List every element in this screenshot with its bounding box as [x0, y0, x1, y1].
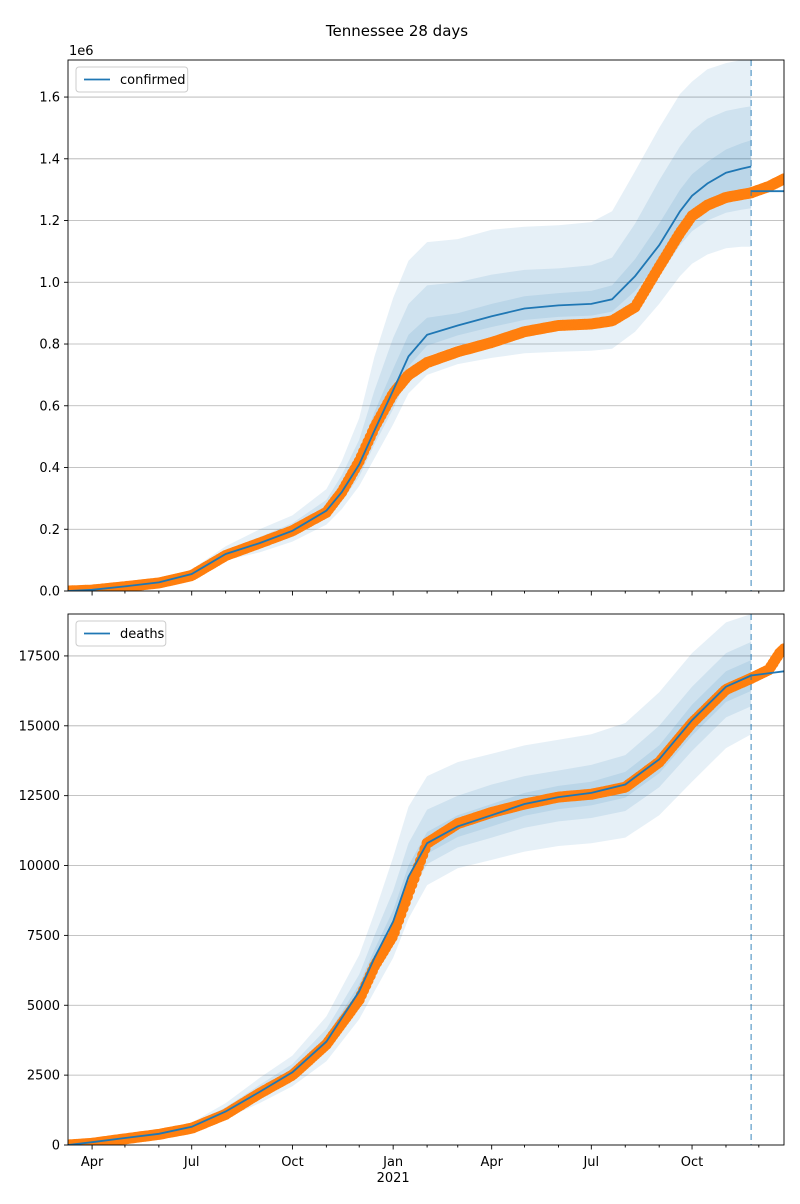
- confirmed-axes-frame: [67, 59, 785, 592]
- confirmed-ytick-label: 0.6: [39, 399, 60, 414]
- confirmed-uncertainty-band-1: [68, 60, 752, 591]
- deaths-ytick-label: 15000: [19, 719, 60, 734]
- confirmed-offset-label: 1e6: [69, 44, 94, 59]
- confirmed-ytick-label: 0.4: [39, 461, 60, 476]
- deaths-ytick-label: 12500: [19, 789, 60, 804]
- deaths-model-line: [68, 674, 752, 1145]
- confirmed-legend-box: [75, 66, 189, 93]
- confirmed-ytick-label: 1.4: [39, 152, 60, 167]
- deaths-xtick-label: Jan: [382, 1155, 403, 1170]
- confirmed-ytick-label: 0.0: [39, 585, 60, 600]
- confirmed-ytick-label: 0.2: [39, 523, 60, 538]
- deaths-ytick-label: 5000: [27, 999, 60, 1014]
- deaths-observed-points: [68, 643, 784, 1145]
- deaths-xtick-label: Jul: [183, 1155, 200, 1170]
- deaths-xtick-label: Oct: [681, 1155, 703, 1170]
- confirmed-legend: confirmed: [75, 66, 189, 93]
- deaths-xtick-label: Oct: [281, 1155, 303, 1170]
- confirmed-ytick-label: 1.6: [39, 91, 60, 106]
- deaths-panel: 0 2500 5000 7500 10000 12500 15000 17500 Apr Jul O…: [19, 613, 785, 1186]
- deaths-xtick-label: Jul: [582, 1155, 599, 1170]
- deaths-ytick-label: 10000: [19, 859, 60, 874]
- deaths-legend-box: [75, 620, 167, 647]
- confirmed-plot-area: [68, 60, 784, 591]
- deaths-legend-label: deaths: [120, 627, 165, 642]
- deaths-model-tail-line: [751, 670, 784, 677]
- confirmed-uncertainty-band-2: [68, 106, 752, 591]
- confirmed-panel: 0.0 0.2 0.4 0.6 0.8 1.0 1.2 1.4 1.6 1e6 confirmed: [39, 44, 785, 600]
- confirmed-ytick-label: 0.8: [39, 338, 60, 353]
- deaths-axes-frame: [67, 613, 785, 1146]
- deaths-xtick-label: Apr: [81, 1155, 104, 1170]
- confirmed-ytick-label: 1.0: [39, 276, 60, 291]
- deaths-legend: deaths: [75, 620, 167, 647]
- confirmed-observed-point: [778, 173, 784, 185]
- confirmed-model-line: [68, 165, 752, 591]
- deaths-observed-point: [778, 643, 784, 655]
- deaths-ytick-label: 17500: [19, 649, 60, 664]
- confirmed-ytick-label: 1.2: [39, 214, 60, 229]
- deaths-ytick-label: 7500: [27, 929, 60, 944]
- confirmed-legend-label: confirmed: [120, 73, 186, 88]
- deaths-plot-area: [68, 614, 784, 1145]
- deaths-ytick-label: 2500: [27, 1069, 60, 1084]
- deaths-xtick-year-label: 2021: [377, 1171, 410, 1186]
- figure-title: Tennessee 28 days: [325, 22, 468, 40]
- deaths-xtick-label: Apr: [480, 1155, 503, 1170]
- deaths-ytick-label: 0: [52, 1139, 60, 1154]
